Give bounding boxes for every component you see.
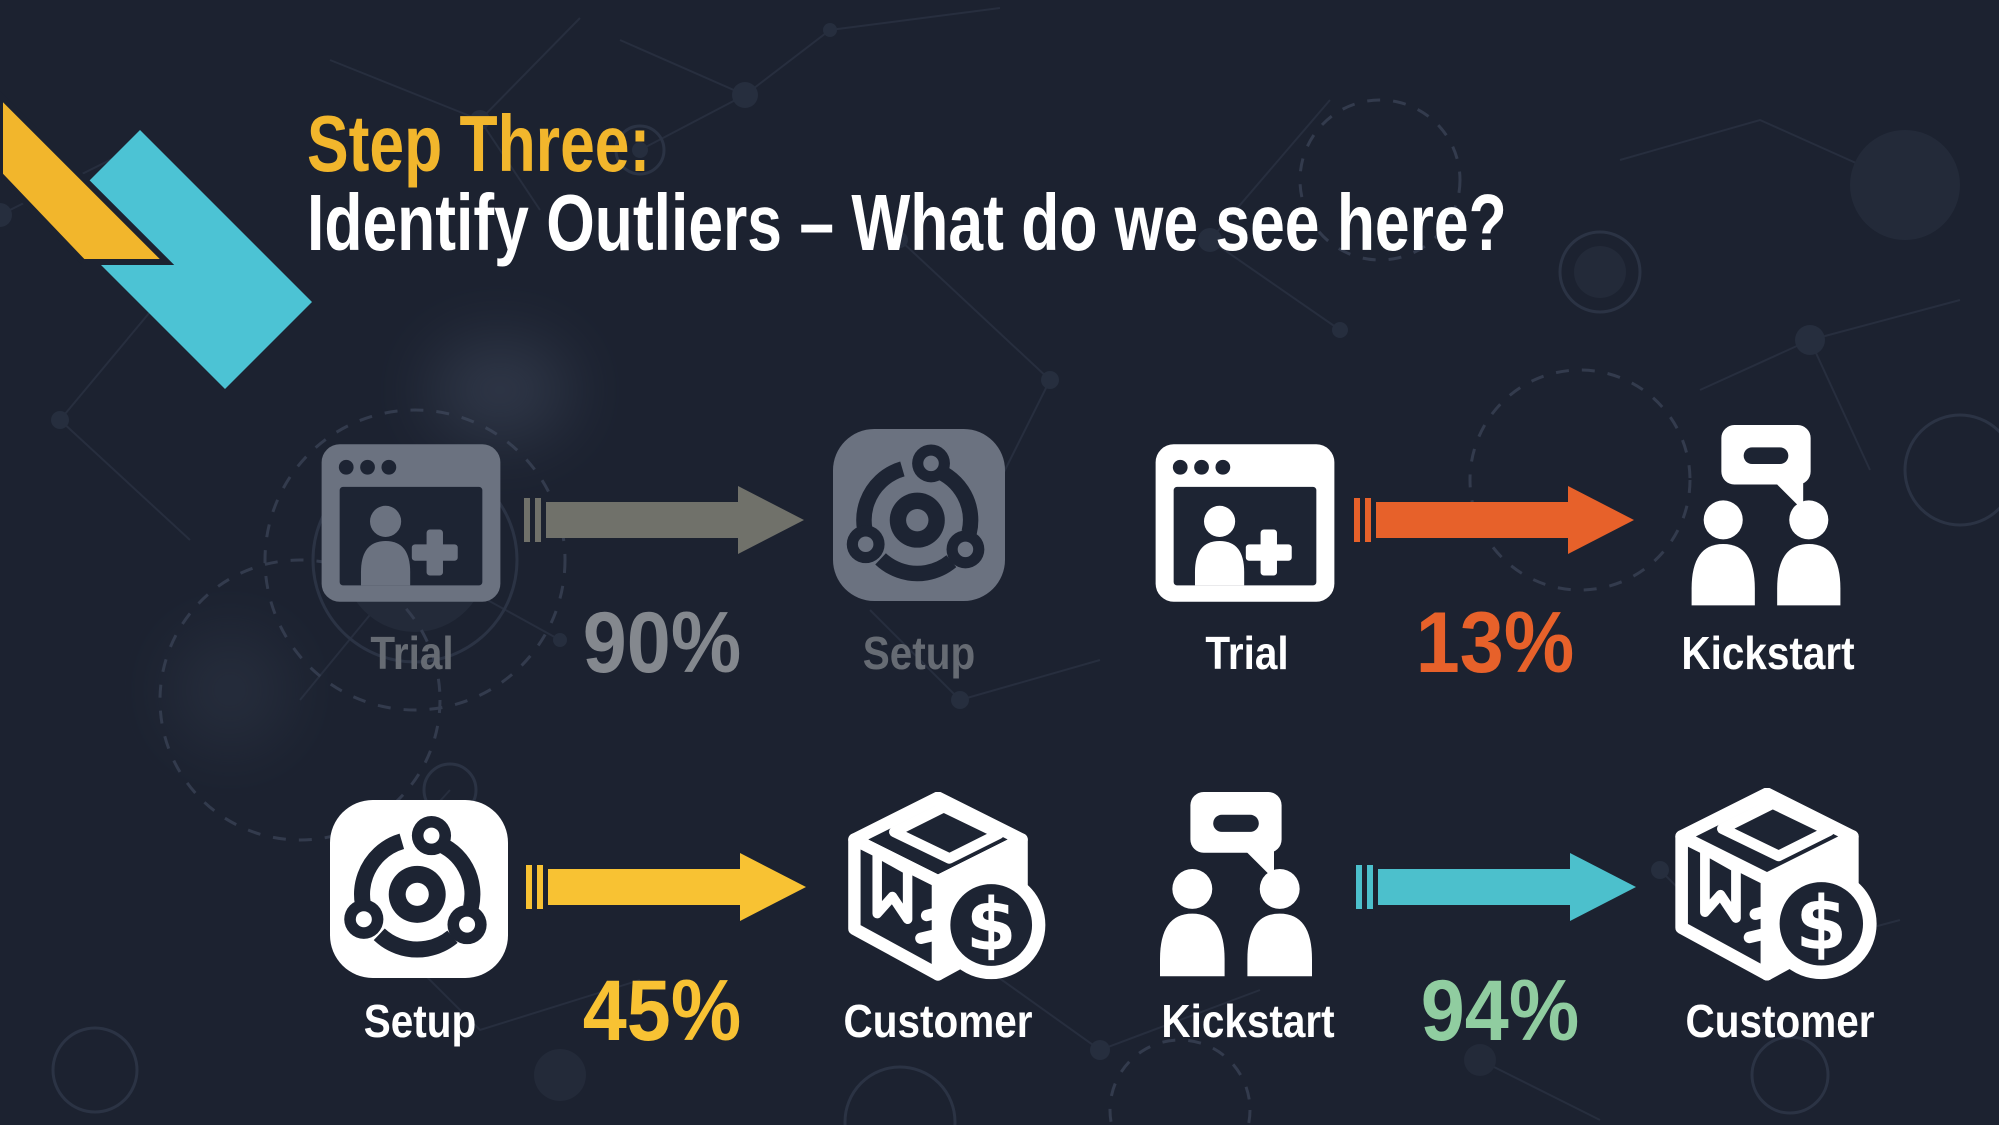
conversion-arrow bbox=[524, 486, 804, 554]
flow-to-label: Setup bbox=[862, 627, 976, 679]
flow-from-label: Trial bbox=[1205, 627, 1289, 679]
conversion-arrow bbox=[526, 853, 806, 921]
flow-to-label: Customer bbox=[843, 995, 1033, 1047]
flow-from-label: Trial bbox=[370, 627, 454, 679]
flow-from-label: Setup bbox=[363, 995, 477, 1047]
light-smudge bbox=[170, 630, 290, 750]
svg-text:$: $ bbox=[1796, 882, 1847, 967]
setup-hub-icon bbox=[833, 429, 1005, 601]
conversion-rate: 90% bbox=[582, 595, 742, 691]
light-smudge bbox=[430, 340, 570, 440]
svg-text:$: $ bbox=[966, 884, 1016, 968]
flow-to-label: Customer bbox=[1685, 995, 1875, 1047]
setup-hub-icon bbox=[330, 800, 508, 978]
kickstart-people-icon bbox=[1691, 425, 1841, 606]
flow-from-label: Kickstart bbox=[1161, 995, 1335, 1047]
kickstart-people-icon bbox=[1160, 792, 1312, 977]
conversion-rate: 45% bbox=[582, 963, 742, 1059]
trial-window-icon bbox=[1155, 444, 1335, 602]
trial-window-icon bbox=[321, 444, 501, 602]
step-label: Step Three: bbox=[307, 99, 651, 188]
customer-box-icon: $ bbox=[1675, 788, 1877, 981]
page-title: Identify Outliers – What do we see here? bbox=[307, 178, 1507, 267]
conversion-arrow bbox=[1354, 486, 1634, 554]
flow-to-label: Kickstart bbox=[1681, 627, 1855, 679]
customer-box-icon: $ bbox=[848, 792, 1046, 981]
corner-decoration bbox=[0, 90, 312, 389]
conversion-rate: 94% bbox=[1420, 963, 1580, 1059]
conversion-arrow bbox=[1356, 853, 1636, 921]
conversion-rate: 13% bbox=[1415, 595, 1575, 691]
